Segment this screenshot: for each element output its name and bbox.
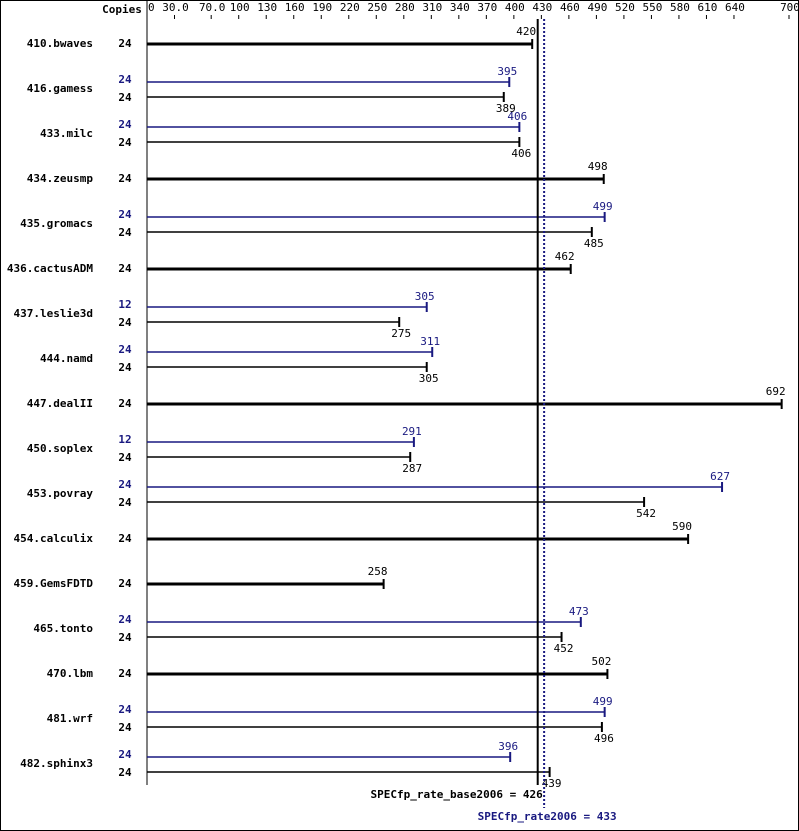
value-label: 395 bbox=[497, 65, 517, 78]
copies-label: 24 bbox=[118, 631, 132, 644]
value-label: 287 bbox=[402, 462, 422, 475]
copies-label: 24 bbox=[118, 262, 132, 275]
category-label: 470.lbm bbox=[47, 667, 94, 680]
value-label: 420 bbox=[516, 25, 536, 38]
copies-label: 24 bbox=[118, 37, 132, 50]
value-label: 305 bbox=[419, 372, 439, 385]
copies-label: 24 bbox=[118, 766, 132, 779]
value-label: 275 bbox=[391, 327, 411, 340]
value-label: 502 bbox=[591, 655, 611, 668]
category-label: 465.tonto bbox=[33, 622, 93, 635]
category-label: 436.cactusADM bbox=[7, 262, 93, 275]
category-label: 459.GemsFDTD bbox=[14, 577, 94, 590]
copies-label: 24 bbox=[118, 118, 132, 131]
value-label: 627 bbox=[710, 470, 730, 483]
value-label: 406 bbox=[511, 147, 531, 160]
x-tick-label: 550 bbox=[642, 1, 662, 14]
category-label: 437.leslie3d bbox=[14, 307, 93, 320]
x-tick-label: 280 bbox=[395, 1, 415, 14]
x-tick-label: 30.0 bbox=[162, 1, 189, 14]
value-label: 258 bbox=[368, 565, 388, 578]
x-tick-label: 100 bbox=[230, 1, 250, 14]
x-tick-label: 190 bbox=[312, 1, 332, 14]
reference-label: SPECfp_rate_base2006 = 426 bbox=[371, 788, 544, 801]
value-label: 692 bbox=[766, 385, 786, 398]
x-tick-label: 640 bbox=[725, 1, 745, 14]
category-label: 482.sphinx3 bbox=[20, 757, 93, 770]
reference-label: SPECfp_rate2006 = 433 bbox=[478, 810, 617, 823]
copies-label: 24 bbox=[118, 748, 132, 761]
category-label: 481.wrf bbox=[47, 712, 93, 725]
value-label: 542 bbox=[636, 507, 656, 520]
x-tick-label: 520 bbox=[615, 1, 635, 14]
x-tick-label: 700 bbox=[780, 1, 799, 14]
value-label: 473 bbox=[569, 605, 589, 618]
copies-label: 24 bbox=[118, 172, 132, 185]
copies-label: 24 bbox=[118, 451, 132, 464]
copies-label: 24 bbox=[118, 721, 132, 734]
value-label: 406 bbox=[507, 110, 527, 123]
value-label: 439 bbox=[542, 777, 562, 790]
copies-header: Copies bbox=[102, 3, 142, 16]
copies-label: 24 bbox=[118, 532, 132, 545]
x-tick-label: 0 bbox=[148, 1, 155, 14]
copies-label: 24 bbox=[118, 91, 132, 104]
copies-label: 24 bbox=[118, 397, 132, 410]
copies-label: 24 bbox=[118, 343, 132, 356]
copies-label: 24 bbox=[118, 361, 132, 374]
value-label: 498 bbox=[588, 160, 608, 173]
value-label: 389 bbox=[496, 102, 516, 115]
x-tick-label: 400 bbox=[505, 1, 525, 14]
category-label: 453.povray bbox=[27, 487, 94, 500]
copies-label: 24 bbox=[118, 496, 132, 509]
value-label: 291 bbox=[402, 425, 422, 438]
x-tick-label: 70.0 bbox=[199, 1, 226, 14]
x-tick-label: 460 bbox=[560, 1, 580, 14]
x-tick-label: 160 bbox=[285, 1, 305, 14]
value-label: 462 bbox=[555, 250, 575, 263]
category-label: 450.soplex bbox=[27, 442, 94, 455]
copies-label: 24 bbox=[118, 577, 132, 590]
value-label: 499 bbox=[593, 695, 613, 708]
x-tick-label: 340 bbox=[450, 1, 470, 14]
value-label: 590 bbox=[672, 520, 692, 533]
copies-label: 24 bbox=[118, 73, 132, 86]
copies-label: 24 bbox=[118, 136, 132, 149]
x-tick-label: 310 bbox=[422, 1, 442, 14]
value-label: 485 bbox=[584, 237, 604, 250]
copies-label: 24 bbox=[118, 703, 132, 716]
value-label: 452 bbox=[554, 642, 574, 655]
category-label: 444.namd bbox=[40, 352, 93, 365]
category-label: 434.zeusmp bbox=[27, 172, 94, 185]
category-label: 454.calculix bbox=[14, 532, 94, 545]
category-label: 410.bwaves bbox=[27, 37, 93, 50]
value-label: 305 bbox=[415, 290, 435, 303]
copies-label: 24 bbox=[118, 613, 132, 626]
category-label: 416.gamess bbox=[27, 82, 93, 95]
copies-label: 12 bbox=[118, 298, 131, 311]
x-tick-label: 610 bbox=[698, 1, 718, 14]
x-tick-label: 250 bbox=[367, 1, 387, 14]
x-tick-label: 220 bbox=[340, 1, 360, 14]
copies-label: 12 bbox=[118, 433, 131, 446]
category-label: 447.dealII bbox=[27, 397, 93, 410]
x-tick-label: 580 bbox=[670, 1, 690, 14]
value-label: 496 bbox=[594, 732, 614, 745]
copies-label: 24 bbox=[118, 316, 132, 329]
copies-label: 24 bbox=[118, 667, 132, 680]
value-label: 499 bbox=[593, 200, 613, 213]
x-tick-label: 490 bbox=[587, 1, 607, 14]
x-tick-label: 430 bbox=[532, 1, 552, 14]
value-label: 311 bbox=[420, 335, 440, 348]
copies-label: 24 bbox=[118, 208, 132, 221]
copies-label: 24 bbox=[118, 226, 132, 239]
value-label: 396 bbox=[498, 740, 518, 753]
x-tick-label: 130 bbox=[257, 1, 277, 14]
category-label: 435.gromacs bbox=[20, 217, 93, 230]
copies-label: 24 bbox=[118, 478, 132, 491]
x-tick-label: 370 bbox=[477, 1, 497, 14]
category-label: 433.milc bbox=[40, 127, 93, 140]
